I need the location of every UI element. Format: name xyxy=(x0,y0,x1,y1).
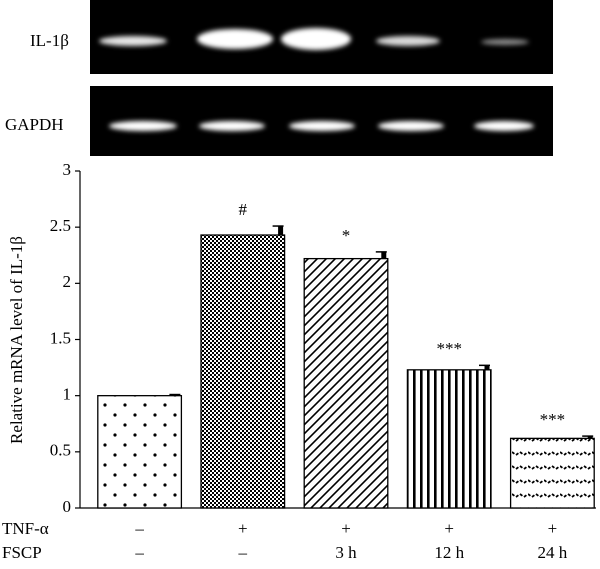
y-tick-label: 1 xyxy=(63,385,72,404)
gel-image xyxy=(90,86,553,156)
treatment-value: 12 h xyxy=(434,543,464,562)
bar xyxy=(406,369,492,509)
treatment-value: – xyxy=(134,543,144,562)
bar xyxy=(509,437,595,509)
gel-panels: IL-1β GAPDH xyxy=(5,0,553,156)
bar xyxy=(303,257,389,509)
y-tick-label: 2.5 xyxy=(50,216,71,235)
gel-label: GAPDH xyxy=(5,115,64,134)
bar xyxy=(200,234,286,509)
bar xyxy=(97,395,183,509)
y-tick-label: 0 xyxy=(63,497,72,516)
y-axis-title: Relative mRNA level of IL-1β xyxy=(7,236,26,444)
gel-label: IL-1β xyxy=(30,31,69,50)
treatment-value: – xyxy=(134,519,144,538)
gel-bands xyxy=(99,28,534,131)
y-tick-label: 1.5 xyxy=(50,328,71,347)
significance-label: *** xyxy=(540,410,566,429)
treatment-value: 3 h xyxy=(335,543,357,562)
significance-label: # xyxy=(239,200,248,219)
treatment-label: TNF-α xyxy=(2,519,49,538)
y-tick-label: 2 xyxy=(63,272,72,291)
y-tick-label: 3 xyxy=(63,160,72,179)
treatment-value: + xyxy=(238,519,248,538)
significance-label: *** xyxy=(436,339,462,358)
y-tick-label: 0.5 xyxy=(50,441,71,460)
treatment-value: 24 h xyxy=(538,543,568,562)
treatment-value: + xyxy=(444,519,454,538)
treatment-value: – xyxy=(238,543,248,562)
treatment-label: FSCP xyxy=(2,543,42,562)
treatment-value: + xyxy=(341,519,351,538)
significance-label: * xyxy=(342,226,351,245)
treatment-value: + xyxy=(548,519,558,538)
